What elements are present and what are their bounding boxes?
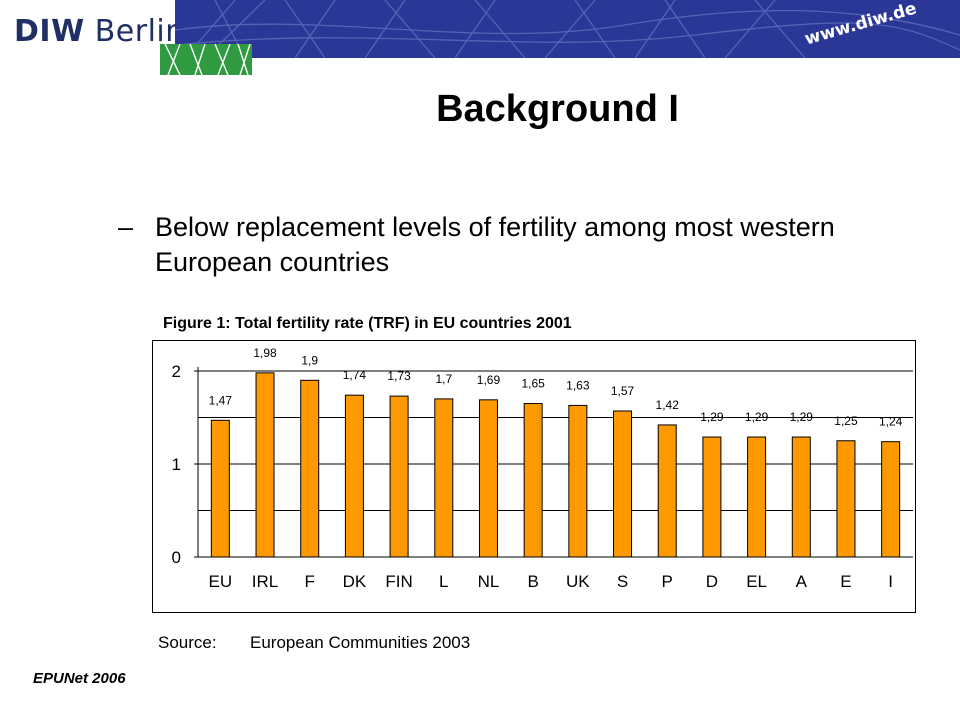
y-tick-label: 2 (172, 362, 181, 381)
header-banner: www.diw.de (175, 0, 960, 58)
bullet-item: – Below replacement levels of fertility … (118, 210, 878, 280)
bar (210, 419, 230, 558)
data-label: 1,29 (790, 410, 814, 424)
data-label: 1,7 (435, 372, 452, 386)
x-tick-label: P (662, 572, 673, 591)
logo-text-rest: Berlin (94, 14, 185, 49)
bar-chart: 0 1 2 1,47 EU 1,98 IRL 1,9 F 1,74 DK 1,73 FIN 1,7 L 1,6… (172, 346, 913, 591)
x-tick-label: EU (209, 572, 233, 591)
x-tick-label: EL (746, 572, 767, 591)
x-tick-label: A (796, 572, 808, 591)
y-tick-label: 1 (172, 455, 181, 474)
bar (344, 394, 364, 558)
data-label: 1,98 (253, 346, 277, 360)
green-line-art (164, 44, 251, 75)
x-tick-label: L (439, 572, 448, 591)
data-label: 1,24 (879, 415, 903, 429)
source-line: Source: European Communities 2003 (158, 633, 470, 653)
x-tick-label: F (305, 572, 315, 591)
data-label: 1,65 (521, 377, 545, 391)
bar (747, 436, 767, 558)
source-text: European Communities 2003 (250, 633, 471, 652)
data-label: 1,74 (343, 368, 367, 382)
bar (613, 410, 633, 558)
bar (836, 440, 856, 558)
bar (478, 399, 498, 558)
data-label: 1,29 (700, 410, 724, 424)
bar (657, 424, 677, 558)
green-accent-block (160, 44, 252, 75)
data-label: 1,25 (834, 414, 858, 428)
y-tick-label: 0 (172, 548, 181, 567)
data-label: 1,69 (477, 373, 501, 387)
bar (568, 404, 588, 558)
x-tick-label: DK (343, 572, 367, 591)
logo-bold-text: DIW (14, 14, 85, 49)
logo: DIW Berlin (14, 14, 185, 49)
bar (881, 441, 901, 558)
bar (434, 398, 454, 558)
x-tick-label: UK (566, 572, 590, 591)
x-tick-label: D (706, 572, 718, 591)
source-label: Source: (158, 633, 217, 652)
data-label: 1,57 (611, 384, 635, 398)
data-label: 1,47 (209, 393, 233, 407)
x-tick-label: I (888, 572, 893, 591)
data-label: 1,63 (566, 378, 590, 392)
banner-line-art (175, 0, 960, 58)
x-tick-label: B (527, 572, 538, 591)
data-label: 1,73 (387, 369, 411, 383)
bar (255, 372, 275, 558)
data-label: 1,9 (301, 353, 318, 367)
x-tick-label: FIN (385, 572, 412, 591)
bar (702, 436, 722, 558)
bullet-text: Below replacement levels of fertility am… (155, 212, 835, 277)
bar (389, 395, 409, 558)
x-tick-label: E (840, 572, 851, 591)
chart-frame: 0 1 2 1,47 EU 1,98 IRL 1,9 F 1,74 DK 1,73 FIN 1,7 L 1,6… (152, 340, 916, 613)
x-tick-label: NL (478, 572, 500, 591)
x-tick-label: S (617, 572, 628, 591)
footer-text: EPUNet 2006 (33, 670, 126, 687)
x-tick-label: IRL (252, 572, 278, 591)
data-label: 1,42 (656, 398, 680, 412)
slide-title: Background I (436, 88, 679, 130)
figure-caption: Figure 1: Total fertility rate (TRF) in … (163, 315, 572, 332)
bullet-dash: – (118, 212, 134, 242)
data-label: 1,29 (745, 410, 769, 424)
bar (791, 436, 811, 558)
bar (523, 403, 543, 558)
bar (300, 379, 320, 558)
